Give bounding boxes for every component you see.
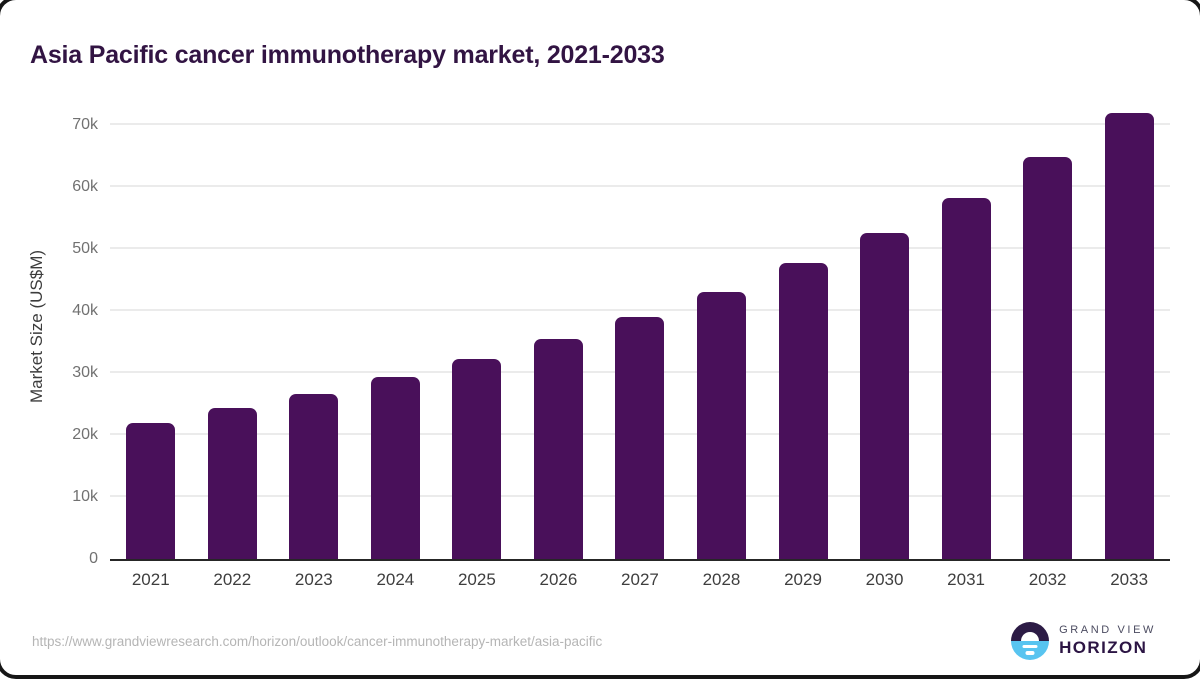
logo-text: GRAND VIEW HORIZON [1059,624,1156,658]
bar-column-2033 [1088,94,1170,559]
bars-container [110,94,1170,559]
bar-2029[interactable] [778,263,828,559]
y-axis-ticks: 0 10k 20k 30k 40k 50k 60k 70k [0,94,98,567]
bar-column-2031 [925,94,1007,559]
x-tick-label-2021: 2021 [131,570,170,589]
bar-column-2029 [762,94,844,559]
bar-column-2021 [110,94,192,559]
y-tick-label: 0 [89,550,98,567]
x-tick-label-2029: 2029 [784,570,822,589]
bar-column-2026 [518,94,600,559]
x-tick-label-2028: 2028 [702,570,741,589]
y-tick-label: 30k [72,364,98,381]
bar-column-2030 [844,94,926,559]
x-tick-label-2030: 2030 [865,570,904,589]
y-tick-label: 60k [72,178,98,195]
bar-2033[interactable] [1104,112,1154,559]
gridline [110,309,1170,311]
bar-2030[interactable] [860,232,910,559]
bar-2028[interactable] [696,291,746,559]
grand-view-horizon-logo: GRAND VIEW HORIZON [1011,622,1156,660]
x-tick-label-2026: 2026 [539,570,578,589]
gridline [110,247,1170,249]
x-axis-labels: 2021 2022 2023 2024 2025 2026 2027 2028 2029 2030… [110,570,1170,590]
y-tick-label: 70k [72,116,98,133]
bar-column-2022 [192,94,274,559]
x-tick-label-2031: 2031 [947,570,985,589]
y-tick-label: 20k [72,426,98,443]
horizon-sunrise-icon [1011,622,1050,660]
source-url: https://www.grandviewresearch.com/horizo… [32,634,603,649]
x-tick-label-2025: 2025 [457,570,496,589]
gridline [110,123,1170,125]
bar-2031[interactable] [941,197,991,559]
sun-reflection-line [1022,644,1038,648]
x-tick-label-2024: 2024 [376,570,415,589]
bar-2027[interactable] [615,317,665,559]
chart-title: Asia Pacific cancer immunotherapy market… [30,40,665,69]
bar-column-2027 [599,94,681,559]
y-tick-label: 40k [72,302,98,319]
y-tick-label: 10k [72,488,98,505]
bar-2023[interactable] [289,393,339,559]
gridline [110,185,1170,187]
bar-2025[interactable] [452,358,502,559]
sun-icon [1021,632,1040,641]
bar-column-2025 [436,94,518,559]
bar-column-2032 [1007,94,1089,559]
x-tick-label-2032: 2032 [1028,570,1067,589]
bar-2024[interactable] [370,376,420,559]
bar-2032[interactable] [1023,156,1073,559]
logo-line-1: GRAND VIEW [1059,624,1156,636]
x-tick-label-2023: 2023 [294,570,333,589]
logo-line-2: HORIZON [1059,638,1148,657]
bar-2021[interactable] [126,422,176,559]
x-tick-label-2027: 2027 [621,570,659,589]
x-tick-label-2033: 2033 [1110,570,1149,589]
y-tick-label: 50k [72,240,98,257]
sun-reflection-line [1025,651,1035,655]
x-tick-label-2022: 2022 [213,570,252,589]
bar-2026[interactable] [533,338,583,559]
bar-column-2023 [273,94,355,559]
bar-2022[interactable] [207,408,257,559]
bar-column-2024 [355,94,437,559]
plot-area [110,94,1170,561]
bar-column-2028 [681,94,763,559]
